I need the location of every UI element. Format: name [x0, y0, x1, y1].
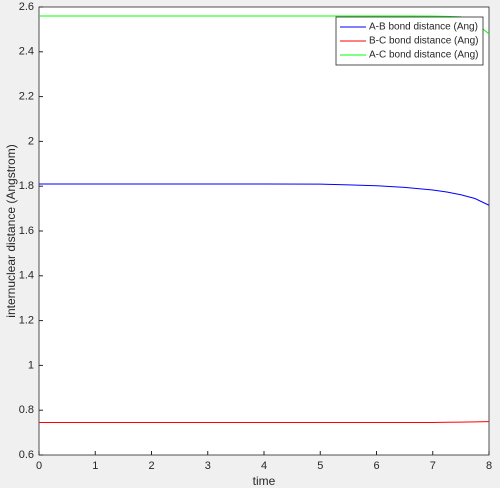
- y-tick-label: 1.8: [19, 180, 34, 192]
- x-tick-label: 5: [317, 460, 323, 472]
- y-tick-label: 1: [28, 359, 34, 371]
- series-line: [39, 421, 490, 424]
- x-tick-label: 3: [205, 460, 211, 472]
- x-tick-label: 6: [373, 460, 379, 472]
- y-tick-label: 2.4: [19, 46, 34, 58]
- y-tick-label: 2.2: [19, 91, 34, 103]
- x-axis-label: time: [253, 474, 276, 488]
- series-line: [39, 183, 490, 206]
- y-tick-label: 1.2: [19, 315, 34, 327]
- y-tick-label: 0.8: [19, 404, 34, 416]
- x-tick-label: 8: [486, 460, 492, 472]
- plot-area: [38, 6, 490, 456]
- y-tick-label: 1.6: [19, 225, 34, 237]
- x-tick-label: 7: [430, 460, 436, 472]
- legend-label: A-C bond distance (Ang): [369, 50, 479, 61]
- x-tick-label: 0: [36, 460, 42, 472]
- y-axis-label: internuclear distance (Angstrom): [4, 144, 18, 317]
- x-tick-label: 1: [92, 460, 98, 472]
- y-tick-label: 2.6: [19, 1, 34, 13]
- legend-label: B-C bond distance (Ang): [369, 36, 479, 47]
- x-tick-label: 4: [261, 460, 267, 472]
- y-tick-label: 0.6: [19, 449, 34, 461]
- y-tick-label: 1.4: [19, 270, 34, 282]
- x-tick-label: 2: [148, 460, 154, 472]
- legend-label: A-B bond distance (Ang): [369, 22, 478, 33]
- y-tick-label: 2: [28, 135, 34, 147]
